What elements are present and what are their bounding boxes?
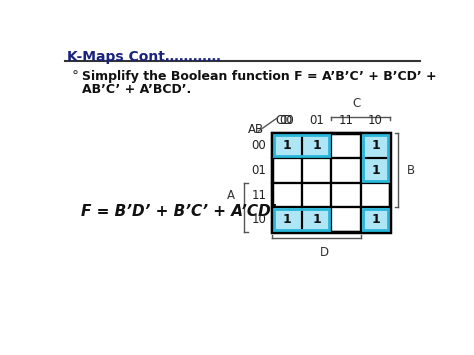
Text: A: A <box>227 189 235 202</box>
Text: 1: 1 <box>371 139 380 152</box>
Bar <box>273 158 302 183</box>
Text: D: D <box>320 246 329 259</box>
Bar <box>273 207 302 232</box>
Text: F = B’D’ + B’C’ + A’CD’: F = B’D’ + B’C’ + A’CD’ <box>81 204 276 219</box>
Bar <box>302 207 331 232</box>
Bar <box>302 183 331 207</box>
Text: 11: 11 <box>251 189 266 202</box>
Text: AB’C’ + A’BCD’.: AB’C’ + A’BCD’. <box>82 83 192 95</box>
Text: 10: 10 <box>368 114 383 127</box>
Bar <box>361 158 390 183</box>
Bar <box>361 183 390 207</box>
Bar <box>331 158 361 183</box>
Bar <box>302 133 331 158</box>
Bar <box>361 133 390 158</box>
Bar <box>331 207 361 232</box>
Bar <box>331 133 361 158</box>
Bar <box>361 207 390 232</box>
Bar <box>274 135 329 156</box>
Text: C: C <box>353 97 361 110</box>
Bar <box>273 183 302 207</box>
Text: 1: 1 <box>283 139 292 152</box>
Bar <box>363 209 388 230</box>
Text: B: B <box>407 164 415 177</box>
Text: °: ° <box>72 70 79 84</box>
Text: K-Maps Cont…………: K-Maps Cont………… <box>67 50 221 64</box>
Bar <box>331 158 361 183</box>
Bar <box>302 158 331 183</box>
Text: AB: AB <box>247 123 264 136</box>
Text: 1: 1 <box>371 213 380 226</box>
Text: 10: 10 <box>251 213 266 226</box>
Bar <box>273 207 302 232</box>
Bar <box>274 209 329 230</box>
Bar <box>361 133 390 158</box>
Text: 00: 00 <box>280 114 294 127</box>
Text: 00: 00 <box>251 139 266 152</box>
Bar <box>302 207 331 232</box>
Bar <box>363 135 388 181</box>
Bar <box>273 133 302 158</box>
Bar <box>331 133 361 158</box>
Bar <box>331 183 361 207</box>
Bar <box>273 133 390 232</box>
Text: 1: 1 <box>312 139 321 152</box>
Bar <box>302 133 331 158</box>
Bar <box>361 207 390 232</box>
Bar <box>361 158 390 183</box>
Bar <box>331 183 361 207</box>
Text: Simplify the Boolean function F = A’B’C’ + B’CD’ +: Simplify the Boolean function F = A’B’C’… <box>82 70 437 83</box>
Bar <box>302 158 331 183</box>
Bar <box>331 207 361 232</box>
Text: 1: 1 <box>312 213 321 226</box>
Bar <box>273 158 302 183</box>
Bar <box>273 183 302 207</box>
Text: 1: 1 <box>283 213 292 226</box>
Text: 11: 11 <box>338 114 354 127</box>
Bar <box>302 183 331 207</box>
Bar <box>361 207 390 232</box>
Text: 01: 01 <box>251 164 266 177</box>
Bar <box>302 133 331 158</box>
Bar <box>361 183 390 207</box>
Bar <box>361 158 390 183</box>
Bar <box>361 133 390 158</box>
Text: 01: 01 <box>309 114 324 127</box>
Text: CD: CD <box>275 114 293 127</box>
Text: 1: 1 <box>371 164 380 177</box>
Bar <box>273 207 302 232</box>
Bar <box>273 133 302 158</box>
Bar <box>273 133 302 158</box>
Bar <box>302 207 331 232</box>
